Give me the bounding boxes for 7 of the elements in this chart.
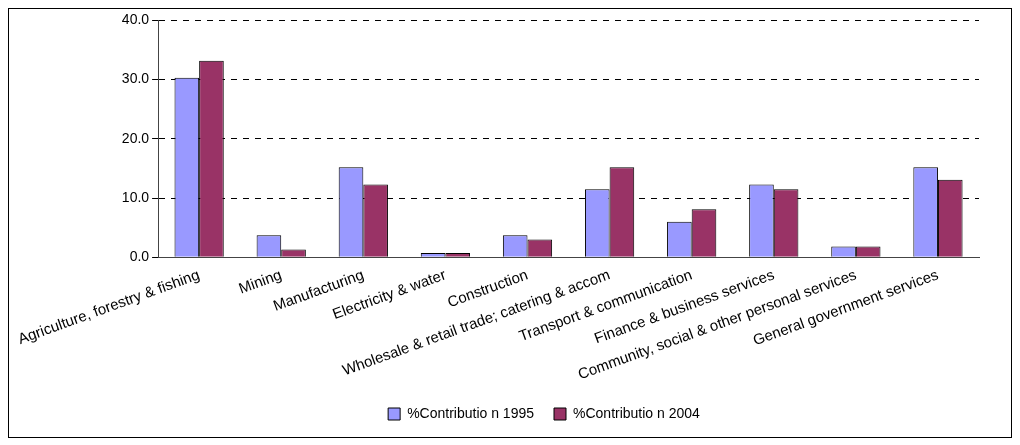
legend-label: %Contributio n 1995 [407,404,535,421]
legend-label: %Contributio n 2004 [573,404,701,421]
y-tick-label: 10.0 [121,188,150,205]
y-tick-label: 0.0 [129,248,150,265]
y-tick-label: 30.0 [121,70,150,87]
y-tick-label: 20.0 [121,129,150,146]
y-tick-label: 40.0 [121,11,150,28]
